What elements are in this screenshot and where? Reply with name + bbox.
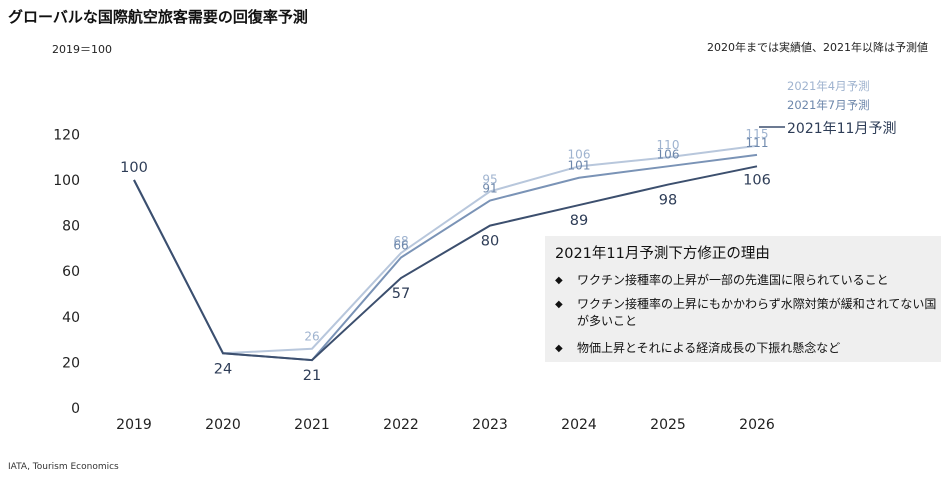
y-tick-label: 0: [71, 401, 80, 417]
y-tick-label: 20: [62, 355, 80, 371]
x-tick-label: 2025: [650, 417, 686, 433]
x-tick-label: 2023: [472, 417, 508, 433]
y-tick-label: 40: [62, 310, 80, 326]
data-label: 95: [482, 172, 497, 186]
series-name-label: 2021年7月予測: [787, 98, 870, 112]
index-base-note: 2019＝100: [52, 43, 112, 56]
data-label: 66: [393, 239, 408, 253]
series-line: [133, 165, 758, 362]
data-label: 57: [392, 286, 410, 302]
actual-forecast-note: 2020年までは実績値、2021年以降は予測値: [707, 41, 928, 54]
chart-title: グローバルな国際航空旅客需要の回復率予測: [8, 8, 308, 26]
data-label: 106: [568, 147, 591, 161]
x-tick-label: 2026: [739, 417, 775, 433]
diamond-bullet-icon: ◆: [555, 343, 563, 354]
data-label: 115: [746, 127, 769, 141]
series-name-label: 2021年4月予測: [787, 79, 870, 93]
data-label: 111: [746, 136, 769, 150]
reason-text: 物価上昇とそれによる経済成長の下振れ懸念など: [577, 341, 841, 355]
y-tick-label: 60: [62, 264, 80, 280]
data-label: 89: [570, 213, 588, 229]
revision-reasons-title: 2021年11月予測下方修正の理由: [555, 246, 770, 262]
x-tick-label: 2024: [561, 417, 597, 433]
data-source: IATA, Tourism Economics: [8, 462, 119, 472]
diamond-bullet-icon: ◆: [555, 299, 563, 310]
x-tick-label: 2022: [383, 417, 419, 433]
series-line: [133, 144, 758, 355]
diamond-bullet-icon: ◆: [555, 275, 563, 286]
data-label: 24: [214, 361, 232, 377]
data-label: 101: [568, 159, 591, 173]
data-label: 100: [120, 160, 148, 176]
reason-text: ワクチン接種率の上昇が一部の先進国に限られていること: [577, 273, 889, 287]
data-label: 91: [482, 182, 497, 196]
data-label: 110: [657, 138, 680, 152]
x-tick-label: 2021: [294, 417, 330, 433]
y-tick-label: 80: [62, 219, 80, 235]
revision-reasons-box: 2021年11月予測下方修正の理由 ◆ ワクチン接種率の上昇が一部の先進国に限ら…: [545, 236, 941, 362]
data-label: 106: [657, 147, 680, 161]
data-label: 21: [303, 368, 321, 384]
data-label: 68: [393, 234, 408, 248]
x-tick-label: 2019: [116, 417, 152, 433]
data-label: 106: [743, 172, 771, 188]
data-label: 80: [481, 234, 499, 250]
series-name-label: 2021年11月予測: [787, 121, 896, 137]
y-tick-label: 100: [53, 173, 80, 189]
data-label: 98: [659, 193, 677, 209]
y-tick-label: 120: [53, 127, 80, 143]
reason-text: ワクチン接種率の上昇にもかかわらず水際対策が緩和されてない国が多いこと: [577, 297, 937, 328]
data-label: 26: [304, 330, 319, 344]
x-tick-label: 2020: [205, 417, 241, 433]
